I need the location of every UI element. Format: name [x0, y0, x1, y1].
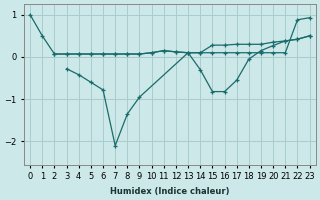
X-axis label: Humidex (Indice chaleur): Humidex (Indice chaleur) — [110, 187, 230, 196]
